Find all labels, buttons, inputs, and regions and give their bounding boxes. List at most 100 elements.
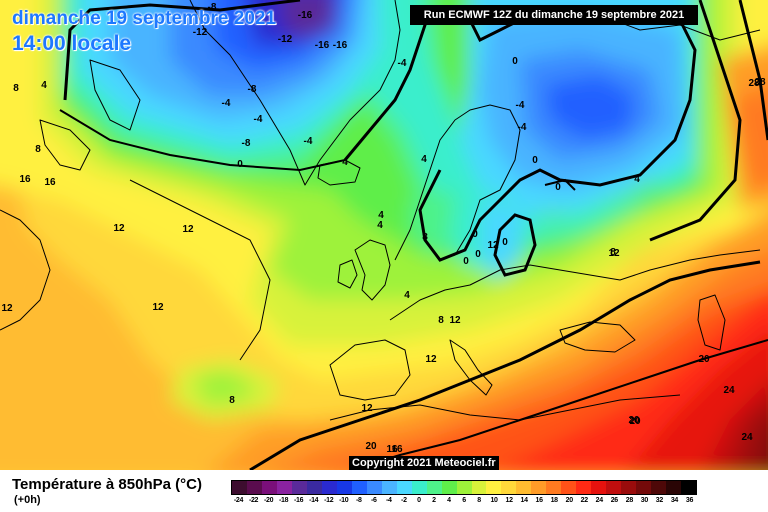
contour-label: 4	[404, 290, 410, 301]
contour-label: -16	[298, 10, 313, 21]
band-minus4-baltic	[480, 200, 525, 280]
legend-swatch	[276, 481, 292, 494]
hudson-bay	[39, 119, 91, 171]
contour-label: 0	[502, 237, 508, 248]
scandinavia-coast	[394, 104, 521, 261]
legend-tick-label: 12	[505, 497, 513, 504]
contour-label: 0	[475, 249, 481, 260]
contour-label: 12	[449, 315, 461, 326]
isotherm-twenty-east	[738, 0, 768, 141]
legend-tick-label: -4	[386, 497, 392, 504]
legend-swatch	[426, 481, 442, 494]
contour-label: 8	[13, 83, 19, 94]
band-16-west	[0, 186, 30, 305]
contour-label: 8	[229, 395, 235, 406]
color-scale-ticks: -24 -22 -20 -18 -16 -14 -12 -10 -8 -6 -4 -2 0 2 4 6 8 10 1…	[231, 496, 697, 506]
legend-tick-label: -20	[263, 497, 274, 504]
ireland	[337, 259, 358, 289]
contour-label: -8	[208, 2, 217, 13]
legend-tick-label: -12	[324, 497, 334, 504]
legend-swatch	[576, 481, 592, 494]
legend-swatch	[246, 481, 262, 494]
legend-tick-label: 6	[462, 497, 466, 504]
band-30	[762, 440, 768, 470]
legend-swatch	[306, 481, 322, 494]
legend-tick-label: -18	[279, 497, 289, 504]
legend-swatch	[261, 481, 277, 494]
legend-tick-label: 36	[685, 497, 694, 504]
band-minus16	[280, 0, 335, 40]
band-minus10-east	[545, 75, 635, 140]
legend-tick-label: 16	[535, 497, 543, 504]
legend-swatch	[651, 481, 667, 494]
isotherm-atlantic-inner	[129, 179, 271, 361]
temperature-field	[0, 0, 768, 470]
legend-tick-label: 34	[670, 497, 679, 504]
contour-label: 4	[634, 174, 640, 185]
legend-tick-label: 20	[565, 497, 573, 504]
legend-tick-label: 4	[447, 497, 451, 504]
contour-label: 8	[610, 247, 616, 258]
contour-label: 4	[342, 157, 348, 168]
legend-swatch	[516, 481, 532, 494]
contour-label: 0	[532, 155, 538, 166]
contour-label: 4	[378, 210, 384, 221]
legend-tick-label: 8	[477, 497, 481, 504]
contour-label: 8	[438, 315, 444, 326]
legend-tick-label: 2	[432, 497, 436, 504]
legend-swatch	[471, 481, 487, 494]
contour-label: -4	[254, 114, 263, 125]
isotherm-east	[649, 0, 742, 242]
isotherm-twenty-south	[249, 260, 761, 470]
legend-tick-label: -6	[370, 497, 377, 504]
legend-tick-label: 28	[625, 497, 633, 504]
contour-label: 16	[44, 177, 56, 188]
contour-label: 4	[377, 220, 383, 231]
legend-tick-label: -22	[248, 497, 259, 504]
contour-label: -4	[518, 122, 527, 133]
legend-tick-label: 32	[655, 497, 663, 504]
legend-swatch	[561, 481, 577, 494]
contour-label: 4	[421, 154, 427, 165]
contour-label: -8	[242, 138, 251, 149]
isotherm-zero-west	[59, 109, 346, 172]
legend-swatch	[441, 481, 457, 494]
legend-tick-label: 0	[417, 497, 421, 504]
contour-label: 16	[386, 444, 398, 455]
isotherm-zero-north	[63, 0, 301, 101]
isotherm-zero-baltic	[493, 213, 537, 277]
forecast-time: 14:00 locale	[12, 32, 132, 55]
british-isles	[354, 239, 391, 301]
legend-tick-label: 14	[520, 497, 528, 504]
contour-label: 12	[487, 240, 499, 251]
legend-swatch	[366, 481, 382, 494]
legend-swatch	[591, 481, 607, 494]
contour-label: 20	[629, 416, 641, 427]
legend-tick-label: 10	[490, 497, 498, 504]
legend-tick-label: 22	[580, 497, 588, 504]
legend-swatch	[606, 481, 622, 494]
isotherm-zero-iceland	[343, 9, 432, 161]
iberia	[329, 339, 411, 401]
contour-label: 8	[422, 232, 428, 243]
contour-label: -4	[222, 98, 231, 109]
contour-label: 0	[237, 159, 243, 170]
contour-label: 0	[472, 229, 478, 240]
legend-swatch	[621, 481, 637, 494]
contour-label: -4	[398, 58, 407, 69]
contour-label: -16	[315, 40, 330, 51]
north-africa	[329, 394, 681, 421]
color-scale-legend: -24 -22 -20 -18 -16 -14 -12 -10 -8 -6 -4 -2 0 2 4 6 8 10 1…	[231, 480, 697, 506]
contour-label: 4	[41, 80, 47, 91]
greenland-coast	[189, 0, 401, 186]
legend-swatch	[681, 481, 697, 494]
legend-swatch	[336, 481, 352, 494]
legend-tick-label: -24	[233, 497, 244, 504]
model-run-label: Run ECMWF 12Z du dimanche 19 septembre 2…	[410, 5, 698, 25]
legend-swatch	[456, 481, 472, 494]
footer-panel: Température à 850hPa (°C) (+0h) -24 -22 -2…	[0, 470, 768, 512]
contour-label: 12	[113, 223, 125, 234]
band-20-east-corner	[730, 87, 768, 190]
contour-label: -4	[304, 136, 313, 147]
legend-swatch	[321, 481, 337, 494]
